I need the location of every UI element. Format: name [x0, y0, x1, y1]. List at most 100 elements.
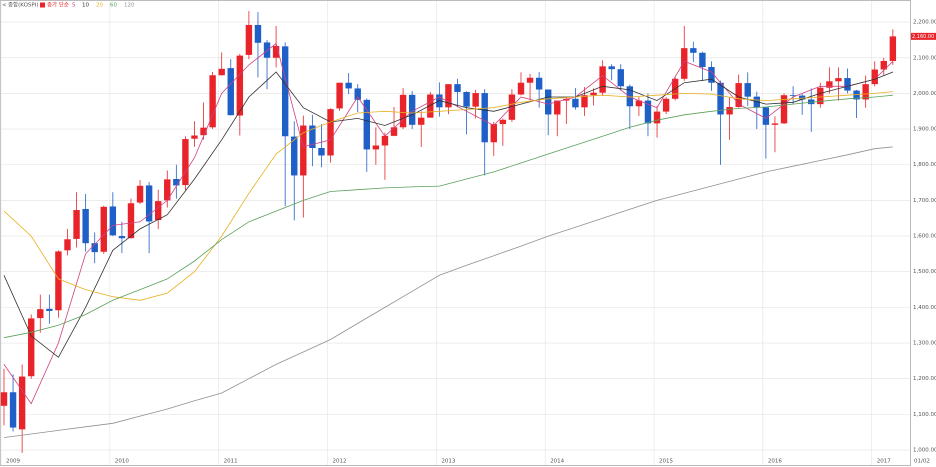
- candle-body: [690, 48, 697, 53]
- candle-body: [100, 206, 107, 252]
- legend-entry: 60: [110, 3, 117, 9]
- candle-body: [154, 201, 162, 221]
- legend-entry: 10: [82, 3, 89, 9]
- x-end-label: 01/02: [914, 459, 930, 465]
- moving-average-line: [3, 71, 894, 358]
- candle-body: [9, 392, 17, 428]
- candle-body: [245, 24, 253, 55]
- candle-body: [481, 93, 488, 143]
- candle-body: [254, 24, 262, 43]
- candle-body: [681, 48, 688, 79]
- candle-body: [780, 95, 788, 124]
- y-tick-label: 2,000.00: [913, 91, 936, 97]
- candle-body: [354, 88, 361, 100]
- candle-body: [164, 179, 171, 201]
- candle-body: [200, 127, 207, 136]
- candle-body: [372, 145, 380, 150]
- legend-entry: 5: [72, 3, 76, 9]
- candle-body: [118, 236, 126, 239]
- candle-body: [526, 77, 534, 83]
- candle-body: [91, 243, 98, 253]
- y-tick-label: 1,900.00: [913, 127, 936, 133]
- y-tick-label: 1,100.00: [913, 412, 936, 418]
- candle-body: [64, 239, 71, 251]
- candle-body: [635, 100, 643, 107]
- y-tick-label: 1,400.00: [913, 305, 936, 311]
- x-tick-label: 2013: [441, 459, 455, 465]
- candle-body: [762, 107, 770, 125]
- candle-body: [363, 99, 370, 150]
- candle-body: [554, 100, 561, 115]
- y-tick-label: 1,600.00: [913, 234, 936, 240]
- candle-body: [626, 86, 634, 107]
- legend-entry: 20: [96, 3, 103, 9]
- candle-body: [209, 75, 216, 128]
- candle-body: [418, 117, 425, 125]
- candle-body: [182, 139, 189, 186]
- candle-body: [18, 376, 26, 430]
- candle-body: [345, 82, 352, 89]
- candle-body: [399, 94, 407, 128]
- candle-body: [236, 55, 244, 116]
- candle-body: [572, 98, 579, 108]
- candle-body: [699, 52, 706, 68]
- candle-body: [835, 78, 842, 82]
- candle-body: [662, 98, 670, 112]
- candle-body: [889, 36, 897, 61]
- candle-body: [381, 135, 389, 146]
- candle-body: [617, 69, 624, 87]
- y-tick-label: 1,300.00: [913, 341, 936, 347]
- candle-body: [508, 94, 516, 120]
- candle-body: [490, 124, 497, 143]
- candle-body: [136, 185, 144, 203]
- x-tick-label: 2009: [6, 459, 20, 465]
- y-tick-label: 2,100.00: [913, 55, 936, 61]
- candle-body: [427, 94, 434, 118]
- candle-body: [499, 119, 507, 125]
- candle-body: [798, 95, 806, 100]
- last-price-label: 2,160.00: [912, 34, 934, 40]
- candle-body: [581, 95, 588, 108]
- candle-body: [535, 77, 543, 90]
- legend-swatch: [40, 2, 45, 8]
- candle-body: [844, 78, 851, 91]
- x-tick-label: 2012: [333, 459, 347, 465]
- candle-body: [0, 392, 8, 406]
- candle-body: [817, 87, 824, 105]
- candle-body: [127, 203, 135, 239]
- legend-entry: 120: [124, 3, 135, 9]
- candle-body: [853, 90, 860, 100]
- candle-body: [454, 84, 461, 93]
- x-tick-label: 2017: [877, 459, 891, 465]
- candle-body: [263, 42, 271, 58]
- candle-body: [653, 111, 661, 124]
- candle-body: [327, 109, 334, 156]
- candle-body: [82, 208, 89, 244]
- y-tick-label: 2,200.00: [913, 20, 936, 26]
- candle-body: [191, 135, 198, 139]
- candle-body: [227, 68, 234, 116]
- candle-body: [173, 179, 180, 186]
- candle-body: [726, 106, 733, 115]
- candle-body: [336, 82, 343, 109]
- x-tick-label: 2011: [224, 459, 238, 465]
- moving-average-line: [3, 91, 893, 301]
- candle-body: [309, 125, 316, 148]
- candle-body: [880, 60, 887, 70]
- candle-body: [789, 95, 797, 97]
- candle-body: [708, 67, 715, 83]
- y-tick-label: 1,800.00: [913, 162, 936, 168]
- x-tick-label: 2015: [659, 459, 673, 465]
- candle-body: [771, 123, 779, 125]
- candle-body: [717, 82, 724, 115]
- candle-body: [390, 127, 398, 136]
- candle-body: [735, 83, 742, 107]
- candle-body: [300, 125, 307, 176]
- candle-body: [109, 206, 117, 236]
- x-tick-label: 2016: [768, 459, 782, 465]
- candle-body: [145, 185, 153, 222]
- candle-body: [408, 94, 416, 125]
- candle-body: [744, 83, 751, 97]
- candle-body: [599, 66, 606, 93]
- legend-arrow: <: [2, 3, 7, 9]
